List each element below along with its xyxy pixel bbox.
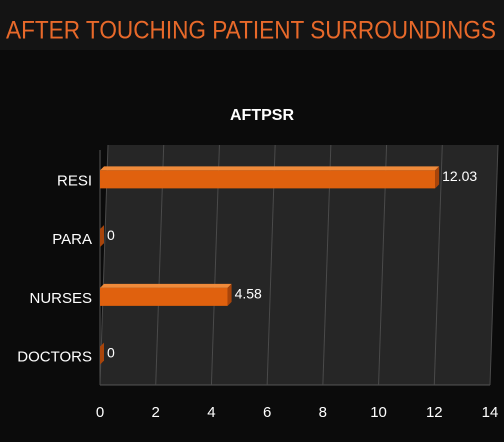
bar	[100, 287, 228, 306]
bar-side	[227, 283, 232, 306]
y-tick-label: NURSES	[29, 290, 92, 307]
data-label: 0	[107, 344, 115, 360]
bar-side	[100, 225, 104, 248]
x-tick-label: 4	[207, 404, 215, 421]
plot-wall	[100, 145, 498, 385]
x-tick-label: 0	[96, 404, 104, 421]
bar-top	[100, 166, 440, 171]
bar-top	[100, 283, 232, 288]
data-label: 4.58	[235, 286, 262, 302]
x-tick-label: 10	[370, 404, 387, 421]
x-tick-label: 2	[152, 404, 160, 421]
x-tick-label: 6	[263, 404, 271, 421]
y-tick-label: RESI	[57, 172, 92, 189]
y-tick-label: DOCTORS	[17, 349, 92, 366]
page-title: AFTER TOUCHING PATIENT SURROUNDINGS	[6, 17, 496, 45]
chart-title: AFTPSR	[230, 107, 294, 124]
data-label: 0	[107, 227, 115, 243]
x-tick-label: 8	[319, 404, 327, 421]
x-tick-label: 14	[482, 404, 499, 421]
bar	[100, 170, 436, 189]
data-label: 12.03	[442, 168, 477, 184]
x-tick-label: 12	[426, 404, 443, 421]
grid-line	[489, 144, 499, 386]
grid-line	[433, 144, 443, 386]
y-tick-label: PARA	[52, 231, 92, 248]
bar-side	[100, 342, 104, 365]
bar-side	[435, 166, 440, 189]
